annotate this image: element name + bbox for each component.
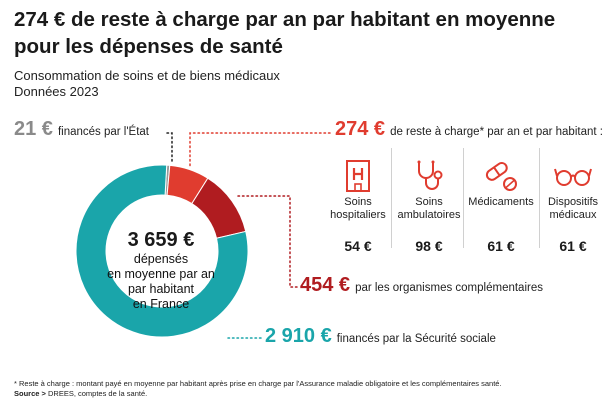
hospital-icon bbox=[323, 156, 393, 196]
leader-etat bbox=[166, 132, 173, 163]
complementaires-value: 454 € bbox=[300, 274, 351, 296]
separator-2 bbox=[463, 148, 464, 248]
source-line: Source > DREES, comptes de la santé. bbox=[14, 389, 147, 399]
label-secu: 2 910 € financés par la Sécurité sociale bbox=[265, 325, 496, 348]
separator-3 bbox=[539, 148, 540, 248]
etat-value: 21 € bbox=[14, 118, 53, 140]
glasses-icon bbox=[538, 156, 605, 196]
category-name: Soins ambulatoires bbox=[397, 196, 461, 221]
total-desc-1: dépensés bbox=[133, 252, 189, 266]
category-medicaments: Médicaments 61 € bbox=[466, 156, 536, 254]
total-desc-2: en moyenne par an bbox=[107, 267, 215, 281]
etat-text: financés par l'État bbox=[57, 126, 149, 138]
donut-center-text: 3 659 € dépensés en moyenne par an par h… bbox=[86, 228, 236, 312]
footnote: * Reste à charge : montant payé en moyen… bbox=[14, 379, 502, 388]
label-reste: 274 € de reste à charge* par an et par h… bbox=[335, 118, 603, 141]
complementaires-text: par les organismes complémentaires bbox=[355, 282, 543, 294]
category-name: Dispositifs médicaux bbox=[547, 196, 599, 221]
pills-icon bbox=[466, 156, 536, 196]
label-complementaires: 454 € par les organismes complémentaires bbox=[300, 274, 543, 297]
category-value: 98 € bbox=[415, 238, 443, 254]
total-desc-4: en France bbox=[132, 297, 190, 311]
category-name: Soins hospitaliers bbox=[330, 196, 386, 221]
donut-slice bbox=[75, 164, 249, 338]
subtitle-line-1: Consommation de soins et de biens médica… bbox=[14, 68, 280, 83]
source-label: Source > bbox=[14, 389, 46, 398]
stethoscope-icon bbox=[394, 156, 464, 196]
donut-chart bbox=[75, 164, 249, 338]
source-text: DREES, comptes de la santé. bbox=[47, 389, 148, 398]
category-ambulatoires: Soins ambulatoires 98 € bbox=[394, 156, 464, 254]
reste-text: de reste à charge* par an et par habitan… bbox=[390, 126, 603, 138]
secu-text: financés par la Sécurité sociale bbox=[336, 333, 496, 345]
category-value: 61 € bbox=[559, 238, 587, 254]
subtitle-line-2: Données 2023 bbox=[14, 84, 99, 99]
category-value: 61 € bbox=[487, 238, 515, 254]
subtitle: Consommation de soins et de biens médica… bbox=[14, 68, 280, 100]
total-desc-3: par habitant bbox=[127, 282, 195, 296]
total-value: 3 659 € bbox=[127, 229, 195, 251]
reste-value: 274 € bbox=[335, 118, 386, 140]
secu-value: 2 910 € bbox=[265, 325, 332, 347]
separator-1 bbox=[391, 148, 392, 248]
page-title: 274 € de reste à charge par an par habit… bbox=[14, 8, 556, 58]
category-dispositifs: Dispositifs médicaux 61 € bbox=[538, 156, 605, 254]
label-etat: 21 € financés par l'État bbox=[14, 118, 149, 141]
leader-reste bbox=[189, 132, 331, 169]
category-name: Médicaments bbox=[468, 196, 534, 208]
category-hospitaliers: Soins hospitaliers 54 € bbox=[323, 156, 393, 254]
category-value: 54 € bbox=[344, 238, 372, 254]
